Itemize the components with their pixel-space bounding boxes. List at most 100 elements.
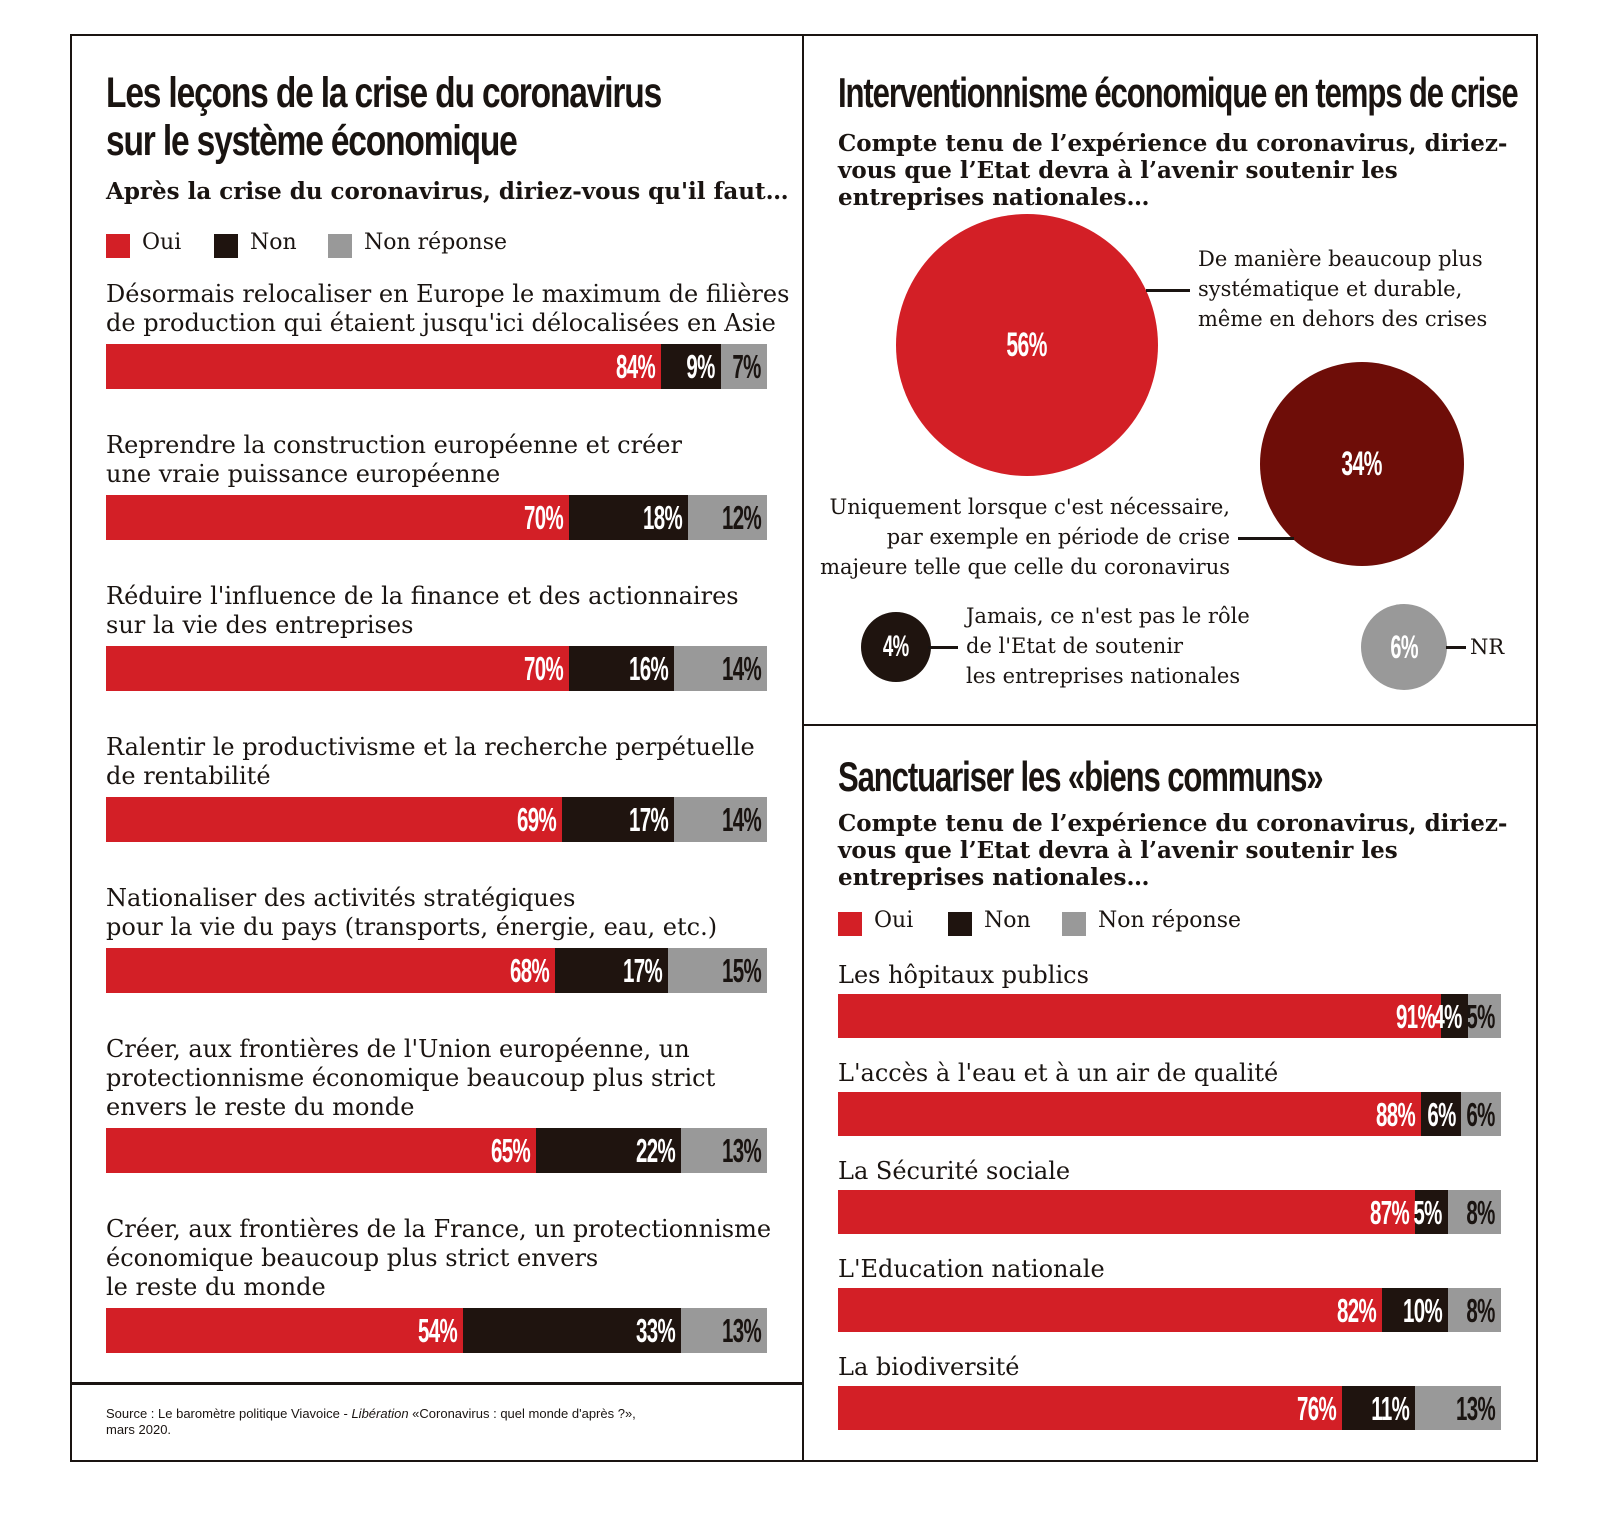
stacked-bar: 87% 5% 8%	[838, 1190, 1501, 1234]
data-label: 76%	[1296, 1390, 1337, 1427]
category-label-line: Désormais relocaliser en Europe le maxim…	[106, 280, 790, 308]
bar-segment-non: 16%	[568, 646, 675, 691]
category-label: Réduire l'influence de la finance et des…	[106, 582, 739, 640]
data-label: 22%	[635, 1132, 676, 1169]
bar-segment-nr: 13%	[681, 1308, 767, 1353]
bar-segment-oui: 76%	[838, 1386, 1342, 1430]
category-label-line: une vraie puissance européenne	[106, 460, 501, 488]
data-label: 70%	[523, 499, 564, 536]
category-label: Les hôpitaux publics	[838, 960, 1089, 990]
bar-segment-non: 6%	[1421, 1092, 1462, 1136]
bubble-value: 6%	[1390, 628, 1418, 665]
swatch-nr-r	[1062, 912, 1086, 936]
bar-segment-oui: 88%	[838, 1092, 1422, 1136]
stacked-bar: 76% 11% 13%	[838, 1386, 1501, 1430]
bubble-label-line: Jamais, ce n'est pas le rôle	[966, 604, 1250, 628]
bar-segment-nr: 14%	[674, 646, 767, 691]
source-divider	[70, 1382, 804, 1385]
data-label: 65%	[490, 1132, 531, 1169]
bubble-label-line: Uniquement lorsque c'est nécessaire,	[829, 495, 1231, 519]
bubble-label-line: les entreprises nationales	[966, 664, 1241, 688]
swatch-nr	[328, 234, 352, 258]
category-label: L'accès à l'eau et à un air de qualité	[838, 1058, 1278, 1088]
left-title-line2: sur le système économique	[106, 117, 518, 165]
bubble-label-line: de l'Etat de soutenir	[966, 634, 1184, 658]
data-label: 13%	[721, 1132, 762, 1169]
category-label: Créer, aux frontières de la France, un p…	[106, 1215, 771, 1302]
data-label: 82%	[1336, 1292, 1377, 1329]
stacked-bar: 91% 4% 5%	[838, 994, 1501, 1038]
stacked-bar: 70% 18% 12%	[106, 495, 767, 540]
data-label: 13%	[1455, 1390, 1496, 1427]
bubble-label-line: même en dehors des crises	[1198, 307, 1488, 331]
bar-segment-nr: 8%	[1447, 1288, 1501, 1332]
bar-segment-nr: 8%	[1447, 1190, 1501, 1234]
bubble-label-line: NR	[1470, 635, 1505, 659]
data-label: 8%	[1466, 1292, 1496, 1329]
bubble-label: Uniquement lorsque c'est nécessaire, par …	[820, 492, 1230, 582]
data-label: 8%	[1466, 1194, 1496, 1231]
leader-line	[1146, 289, 1190, 292]
bar-segment-nr: 13%	[681, 1128, 767, 1173]
data-label: 15%	[721, 952, 762, 989]
category-label-line: le reste du monde	[106, 1273, 326, 1301]
bar-segment-non: 17%	[562, 797, 675, 842]
leader-line	[1446, 646, 1466, 649]
stacked-bar: 69% 17% 14%	[106, 797, 767, 842]
left-legend: Oui Non Non réponse	[106, 230, 606, 258]
bar-segment-non: 18%	[568, 495, 688, 540]
swatch-oui-r	[838, 912, 862, 936]
bubble: 56%	[896, 214, 1158, 476]
data-label: 69%	[516, 801, 557, 838]
data-label: 84%	[616, 348, 656, 385]
bar-segment-non: 11%	[1341, 1386, 1415, 1430]
bar-segment-non: 9%	[661, 344, 721, 389]
bubble-label: De manière beaucoup plus systématique et …	[1198, 244, 1487, 334]
category-label-line: Ralentir le productivisme et la recherch…	[106, 733, 755, 761]
bubble-label-line: De manière beaucoup plus	[1198, 247, 1483, 271]
bar-segment-nr: 12%	[687, 495, 767, 540]
data-label: 17%	[622, 952, 663, 989]
data-label: 16%	[629, 650, 669, 687]
right-top-subtitle: Compte tenu de l’expérience du coronavir…	[838, 130, 1508, 211]
bar-segment-non: 5%	[1414, 1190, 1448, 1234]
right-panel-frame	[802, 34, 1538, 1462]
stacked-bar: 70% 16% 14%	[106, 646, 767, 691]
data-label: 6%	[1466, 1096, 1496, 1133]
category-label: Ralentir le productivisme et la recherch…	[106, 733, 755, 791]
bubble: 4%	[861, 612, 931, 682]
stacked-bar: 65% 22% 13%	[106, 1128, 767, 1173]
swatch-non	[214, 234, 238, 258]
stacked-bar: 68% 17% 15%	[106, 948, 767, 993]
bar-segment-non: 33%	[462, 1308, 682, 1353]
data-label: 91%	[1396, 998, 1436, 1035]
data-label: 87%	[1369, 1194, 1410, 1231]
data-label: 4%	[1433, 998, 1463, 1035]
category-label-line: La biodiversité	[838, 1353, 1020, 1381]
bar-segment-non: 10%	[1381, 1288, 1448, 1332]
bubble-value: 4%	[883, 630, 909, 663]
category-label-line: économique beaucoup plus strict envers	[106, 1244, 599, 1272]
category-label: La Sécurité sociale	[838, 1156, 1070, 1186]
bar-segment-oui: 87%	[838, 1190, 1415, 1234]
data-label: 70%	[523, 650, 564, 687]
category-label: L'Education nationale	[838, 1254, 1105, 1284]
swatch-oui	[106, 234, 130, 258]
bar-segment-oui: 84%	[106, 344, 662, 389]
data-label: 5%	[1466, 998, 1496, 1035]
category-label-line: Reprendre la construction européenne et …	[106, 431, 682, 459]
data-label: 12%	[721, 499, 762, 536]
category-label-line: sur la vie des entreprises	[106, 611, 414, 639]
leader-line	[1238, 537, 1294, 540]
bubble: 6%	[1361, 604, 1447, 690]
bar-segment-non: 4%	[1434, 994, 1468, 1038]
data-label: 17%	[629, 801, 669, 838]
data-label: 9%	[686, 348, 715, 385]
category-label-line: L'Education nationale	[838, 1255, 1105, 1283]
bar-segment-nr: 7%	[720, 344, 767, 389]
bubble-label: Jamais, ce n'est pas le rôle de l'Etat de…	[966, 601, 1250, 691]
category-label-line: Les hôpitaux publics	[838, 961, 1089, 989]
data-label: 33%	[635, 1312, 676, 1349]
bar-segment-nr: 13%	[1414, 1386, 1501, 1430]
bubble-value: 56%	[1006, 325, 1048, 364]
